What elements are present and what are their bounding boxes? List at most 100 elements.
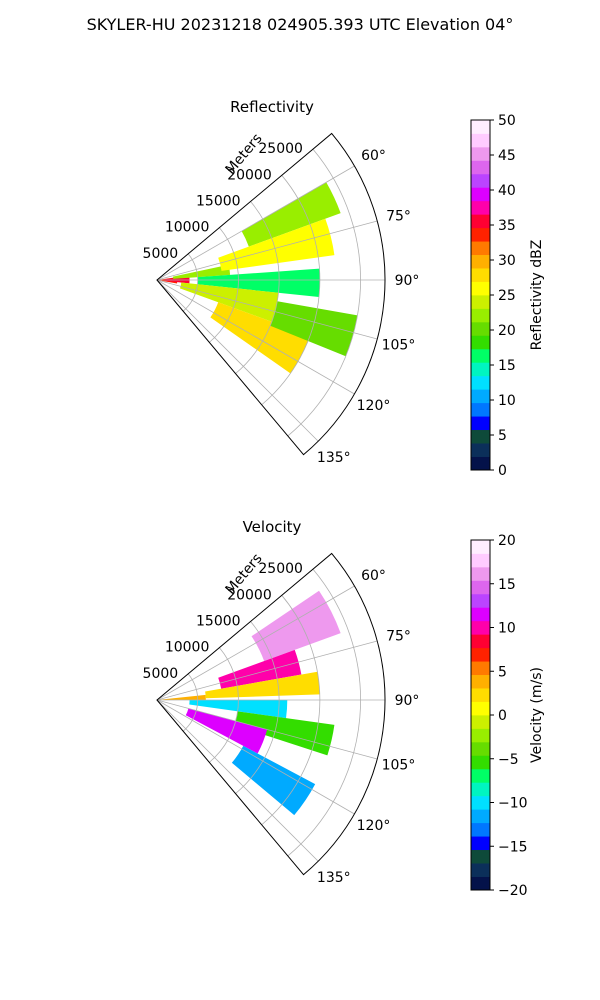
grid-ring bbox=[261, 175, 321, 406]
data-cell bbox=[270, 301, 358, 357]
colorbar-label: Velocity (m/s) bbox=[529, 667, 545, 763]
data-cell bbox=[241, 182, 341, 247]
colorbar-segment bbox=[471, 566, 490, 581]
colorbar-segment bbox=[471, 389, 490, 404]
r-tick-label: 25000 bbox=[258, 141, 303, 157]
colorbar-tick-label: 15 bbox=[498, 358, 516, 374]
colorbar-segment bbox=[471, 728, 490, 743]
colorbar-label: Reflectivity dBZ bbox=[529, 240, 545, 351]
grid-spoke bbox=[156, 279, 355, 395]
colorbar-segment bbox=[471, 335, 490, 350]
colorbar-segment bbox=[471, 647, 490, 662]
grid-ring bbox=[287, 148, 361, 437]
theta-tick-label: 75° bbox=[386, 628, 411, 644]
colorbar-segment bbox=[471, 620, 490, 635]
colorbar-segment bbox=[471, 375, 490, 390]
colorbar-tick-label: −5 bbox=[498, 752, 519, 768]
colorbar-tick-label: 10 bbox=[498, 393, 516, 409]
colorbar-segment bbox=[471, 688, 490, 702]
colorbar-segment bbox=[471, 214, 490, 229]
grid-spoke bbox=[156, 699, 355, 815]
colorbar-segment bbox=[471, 607, 490, 622]
colorbar-segment bbox=[471, 809, 490, 824]
grid-spoke bbox=[156, 699, 319, 862]
theta-tick-label: 135° bbox=[317, 870, 351, 886]
r-tick-label: 20000 bbox=[227, 587, 272, 603]
data-cell bbox=[157, 694, 206, 700]
chart-title: Velocity bbox=[243, 518, 302, 536]
colorbar-segment bbox=[471, 443, 490, 457]
theta-tick-label: 120° bbox=[357, 818, 391, 834]
colorbar-segment bbox=[471, 782, 490, 797]
colorbar-tick-label: 15 bbox=[498, 577, 516, 593]
colorbar-segment bbox=[471, 593, 490, 608]
colorbar-tick-label: 50 bbox=[498, 113, 516, 129]
r-tick-label: 10000 bbox=[165, 640, 210, 656]
colorbar-segment bbox=[471, 701, 490, 716]
r-tick-label: 10000 bbox=[165, 220, 210, 236]
data-cell bbox=[218, 218, 335, 271]
chart-panel-1: Reflectivity500010000150002000025000Mete… bbox=[143, 98, 545, 479]
colorbar-segment bbox=[471, 553, 490, 568]
grid-spoke bbox=[156, 585, 355, 701]
colorbar-segment bbox=[471, 849, 490, 864]
colorbar-segment bbox=[471, 429, 490, 444]
figure-title: SKYLER-HU 20231218 024905.393 UTC Elevat… bbox=[86, 15, 514, 34]
grid-ring bbox=[209, 227, 239, 343]
grid-spoke bbox=[156, 699, 378, 760]
theta-tick-label: 90° bbox=[395, 273, 420, 289]
colorbar-segment bbox=[471, 876, 490, 891]
r-tick-label: 5000 bbox=[143, 246, 179, 262]
polar-frame bbox=[156, 132, 386, 456]
data-cell bbox=[231, 745, 316, 816]
colorbar-segment bbox=[471, 863, 490, 877]
data-cell bbox=[234, 711, 335, 756]
grid-ring bbox=[287, 568, 361, 857]
theta-tick-label: 105° bbox=[382, 758, 416, 774]
grid-ring bbox=[235, 201, 280, 374]
colorbar-tick-label: 20 bbox=[498, 533, 516, 549]
colorbar-segment bbox=[471, 295, 490, 309]
colorbar-tick-label: 45 bbox=[498, 148, 516, 164]
colorbar-segment bbox=[471, 200, 490, 215]
data-cell bbox=[172, 264, 231, 279]
grid-spoke bbox=[156, 279, 319, 442]
colorbar-tick-label: −15 bbox=[498, 839, 528, 855]
colorbar-segment bbox=[471, 580, 490, 595]
colorbar-tick-label: −10 bbox=[498, 796, 528, 812]
colorbar-segment bbox=[471, 241, 490, 256]
r-tick-label: 15000 bbox=[196, 613, 241, 629]
theta-tick-label: 60° bbox=[361, 568, 386, 584]
colorbar-segment bbox=[471, 768, 490, 783]
colorbar-segment bbox=[471, 254, 490, 269]
colorbar-segment bbox=[471, 348, 490, 363]
colorbar-segment bbox=[471, 281, 490, 296]
data-cell bbox=[251, 590, 341, 662]
colorbar-segment bbox=[471, 173, 490, 188]
colorbar-tick-label: 0 bbox=[498, 463, 507, 479]
colorbar-segment bbox=[471, 133, 490, 148]
colorbar-segment bbox=[471, 715, 490, 729]
data-cell bbox=[205, 671, 320, 699]
colorbar-tick-label: −20 bbox=[498, 883, 528, 899]
colorbar-segment bbox=[471, 120, 490, 134]
grid-spoke bbox=[156, 279, 378, 340]
colorbar-tick-label: 30 bbox=[498, 253, 516, 269]
colorbar-segment bbox=[471, 661, 490, 676]
polar-frame bbox=[156, 552, 386, 876]
r-tick-label: 20000 bbox=[227, 167, 272, 183]
theta-tick-label: 135° bbox=[317, 450, 351, 466]
colorbar-segment bbox=[471, 160, 490, 175]
colorbar-segment bbox=[471, 634, 490, 649]
grid-ring bbox=[235, 621, 280, 794]
colorbar-segment bbox=[471, 308, 490, 323]
theta-tick-label: 120° bbox=[357, 398, 391, 414]
data-cells bbox=[157, 590, 341, 816]
grid-ring bbox=[261, 595, 321, 826]
colorbar-tick-label: 20 bbox=[498, 323, 516, 339]
data-cell bbox=[218, 649, 302, 689]
grid-spoke bbox=[156, 220, 378, 281]
colorbar-segment bbox=[471, 674, 490, 689]
